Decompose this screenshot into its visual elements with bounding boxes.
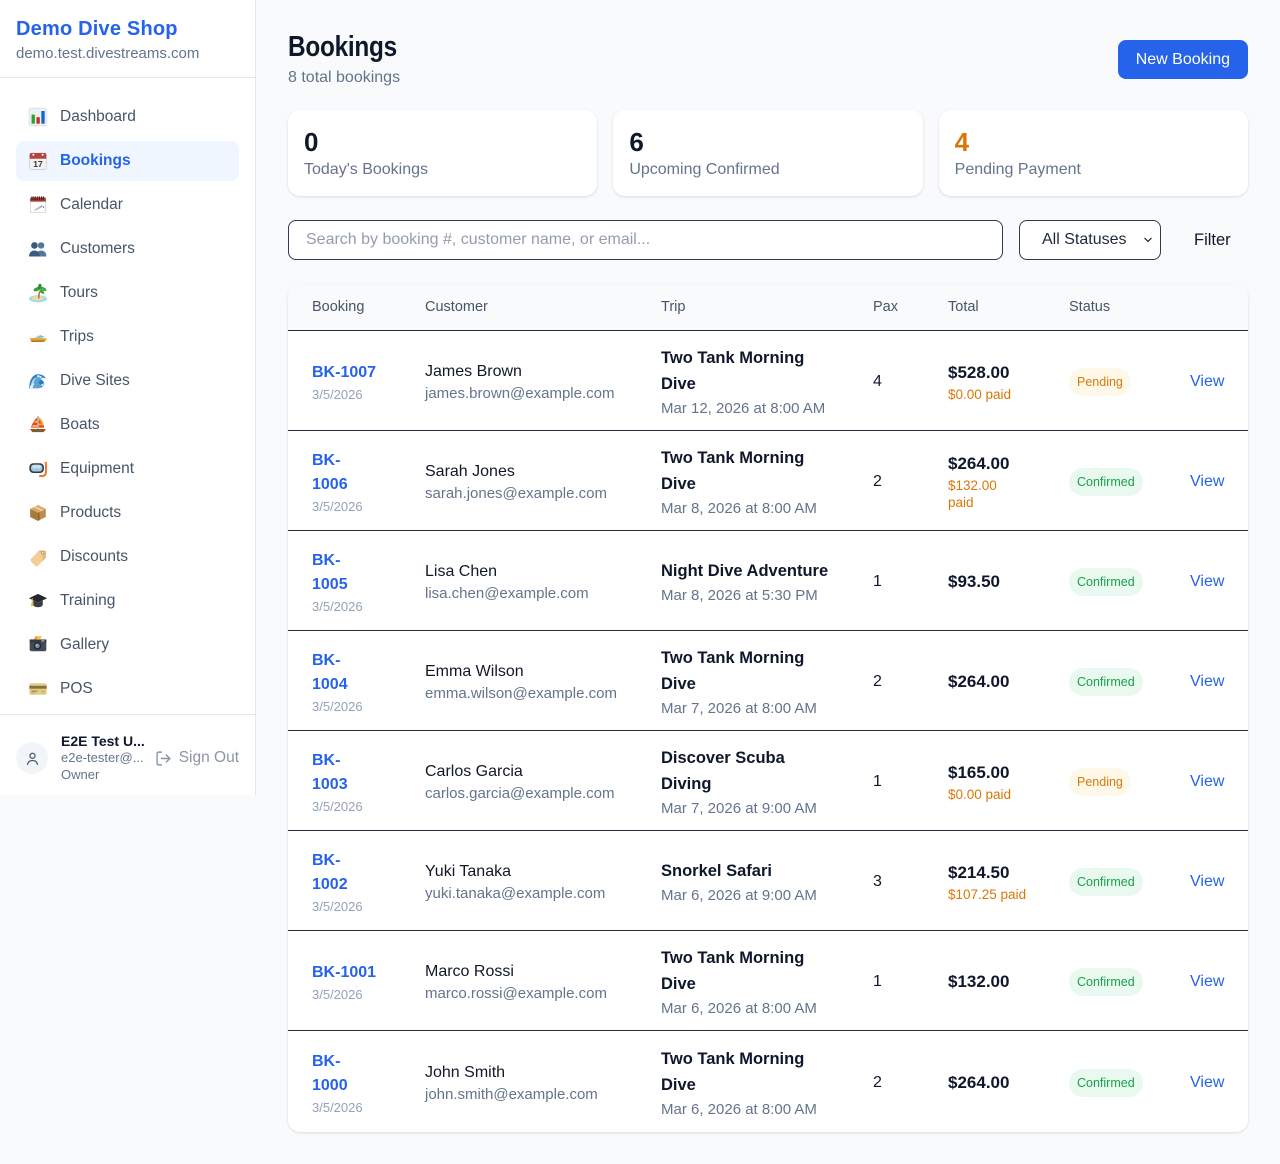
svg-text:17: 17 <box>33 159 43 169</box>
